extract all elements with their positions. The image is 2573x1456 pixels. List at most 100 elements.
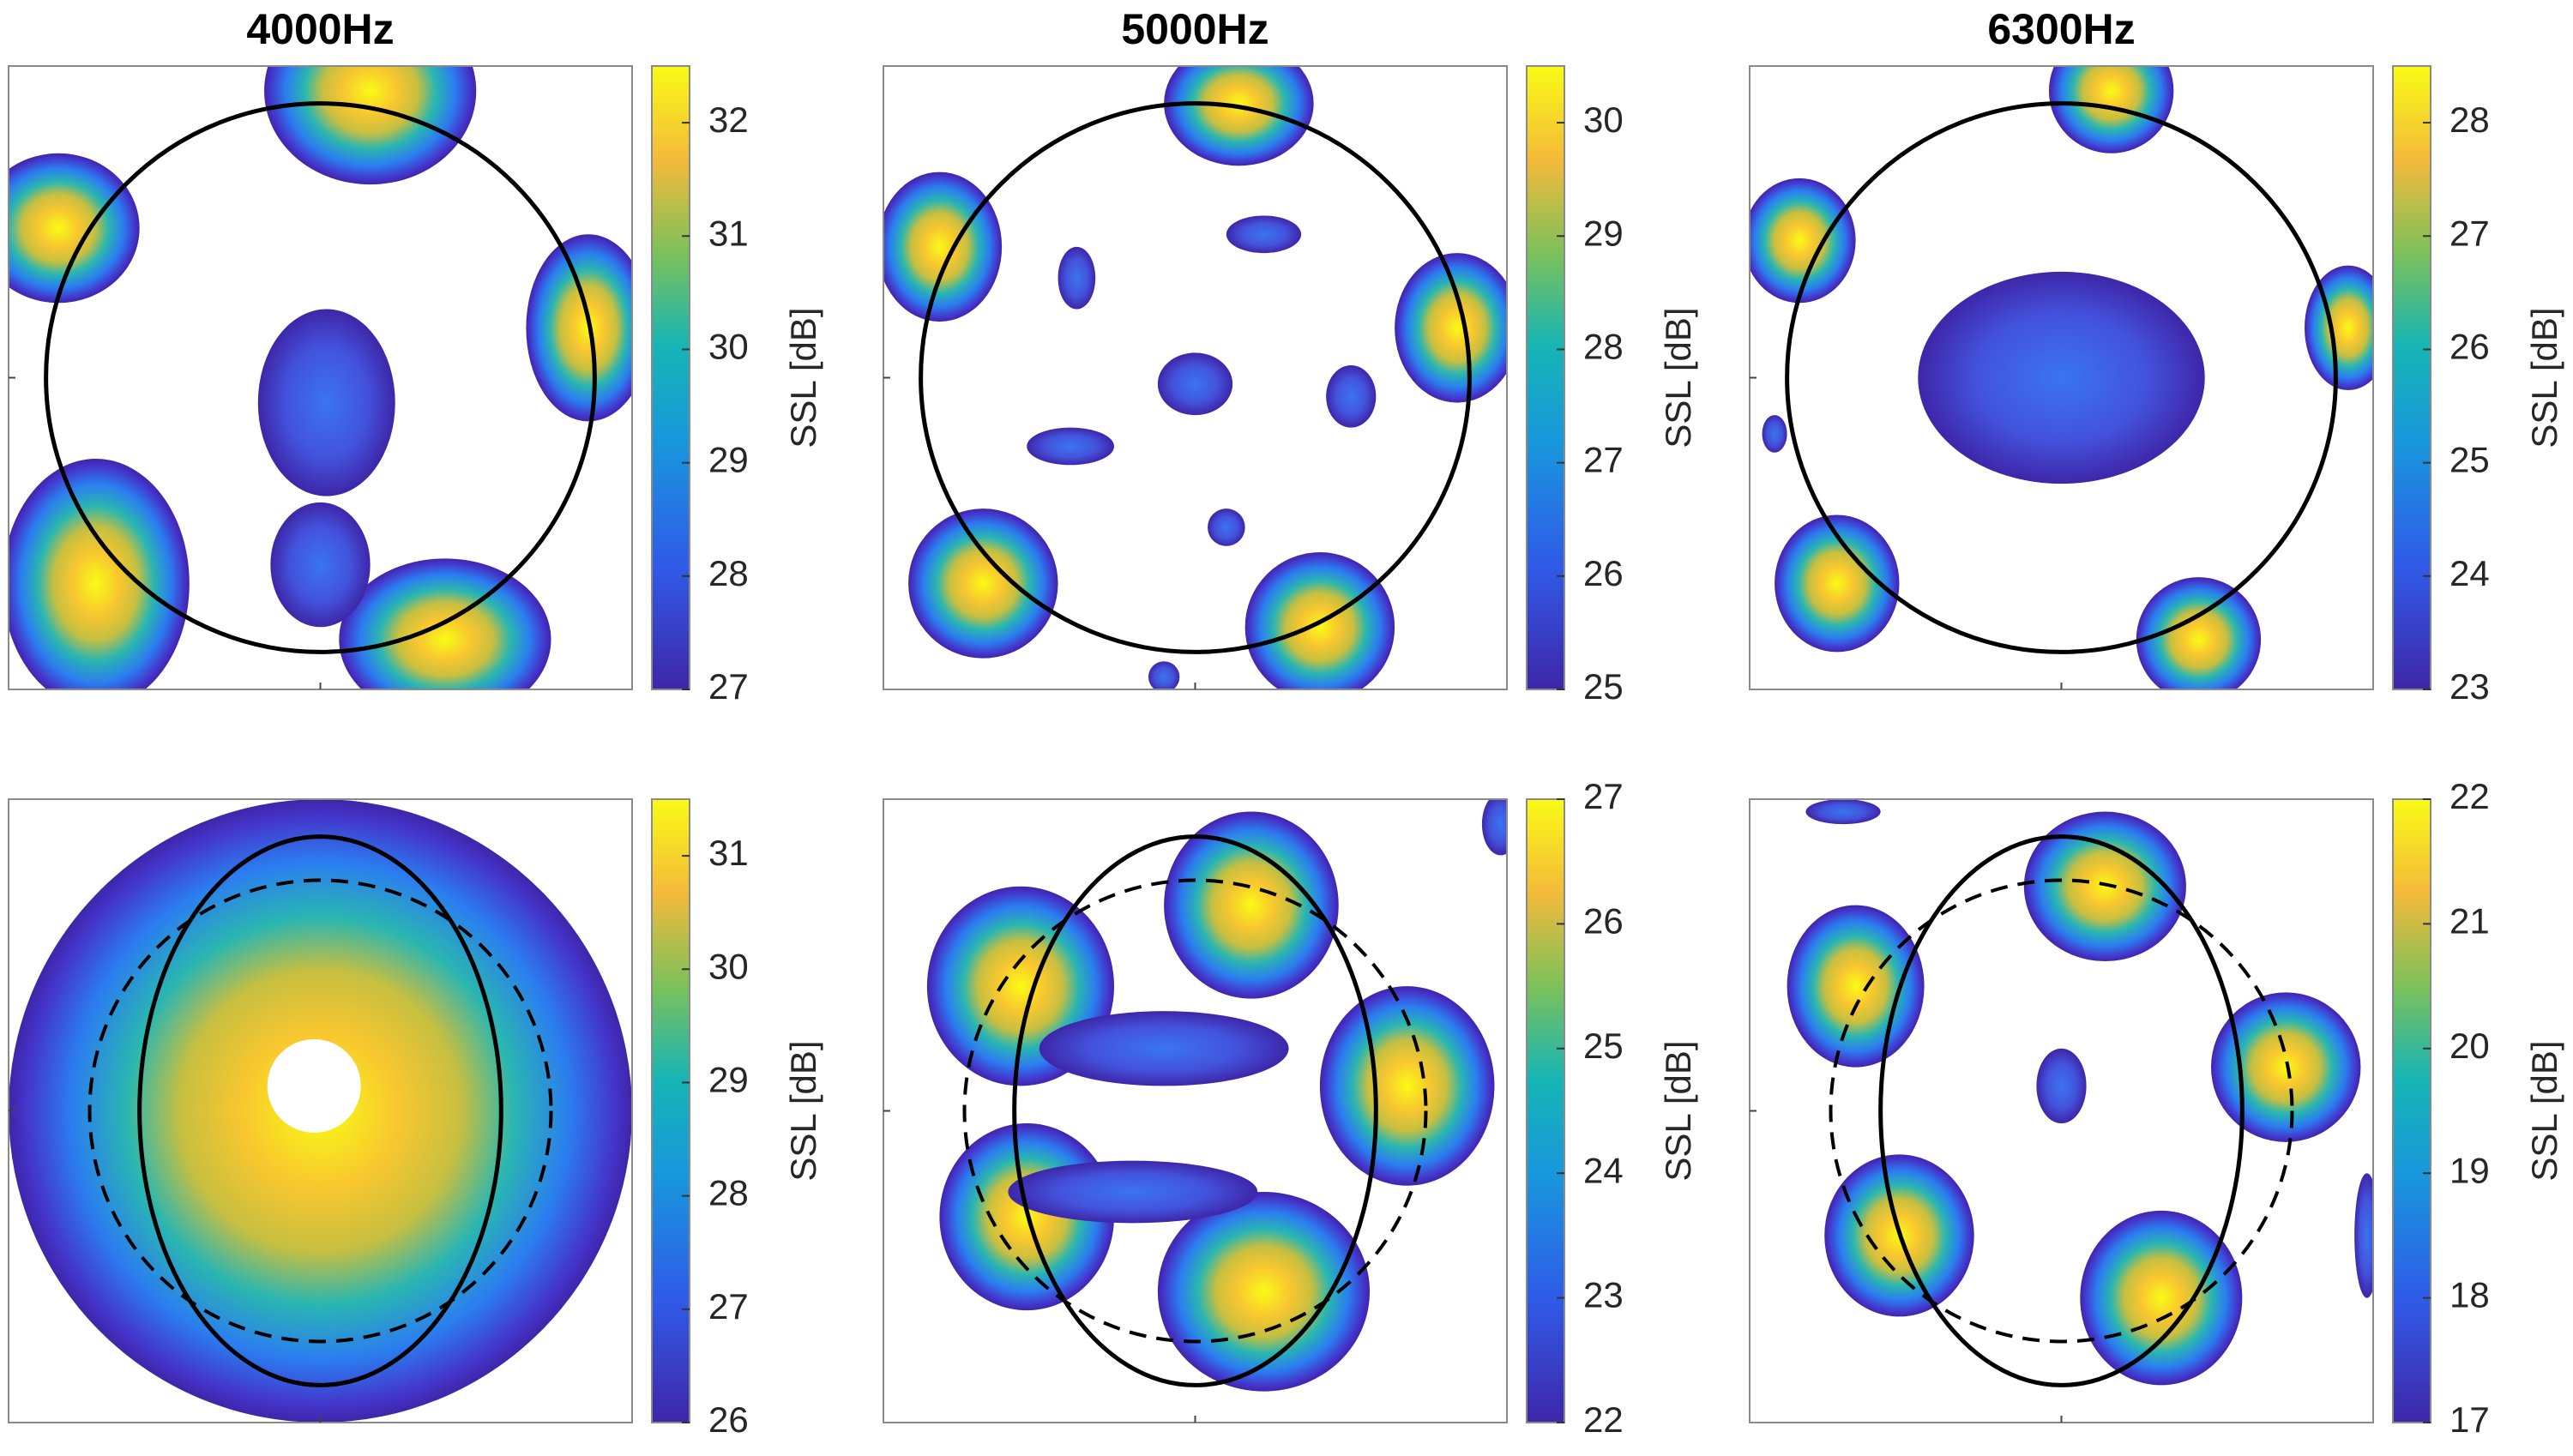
contour-region <box>267 1038 361 1133</box>
contour-region <box>1750 177 1856 304</box>
colorbar <box>651 798 690 1423</box>
contour-region <box>1058 246 1096 310</box>
colorbar <box>651 65 690 690</box>
colorbar-tick-label: 27 <box>708 1286 749 1327</box>
contour-region <box>9 153 140 304</box>
array-outline <box>137 834 503 1387</box>
colorbar-tick-label: 20 <box>2449 1026 2490 1066</box>
colorbar-tick-label: 25 <box>2449 440 2490 480</box>
contour-region <box>2354 1173 2373 1298</box>
panel-title: 4000Hz <box>246 5 394 53</box>
colorbar-tick-label: 29 <box>1583 213 1624 253</box>
contour-region <box>1039 1011 1289 1086</box>
colorbar-tick-label: 29 <box>708 1060 749 1100</box>
colorbar-label: SSL [dB] <box>2524 1040 2564 1181</box>
contour-region <box>2136 577 2262 689</box>
contour-region <box>1157 352 1233 416</box>
colorbar-tick-label: 27 <box>1583 776 1624 816</box>
contour-region <box>2080 1210 2243 1386</box>
contour-region <box>1481 799 1507 856</box>
colorbar-tick-label: 27 <box>2449 213 2490 253</box>
panel: 26 27 28 29 30 31 SSL [dB] <box>8 798 823 1440</box>
contour-plot <box>1750 799 2373 1423</box>
colorbar-label: SSL [dB] <box>1658 1040 1698 1181</box>
panel: 4000Hz 27 28 29 30 31 32 SSL [dB] <box>8 5 823 707</box>
contour-region <box>264 66 477 185</box>
contour-region <box>908 508 1058 659</box>
colorbar-label: SSL [dB] <box>1658 307 1698 448</box>
contour-region <box>883 171 1003 322</box>
contour-region <box>1027 427 1114 466</box>
contour-region <box>257 309 395 496</box>
contour-region <box>1226 215 1302 254</box>
array-outline <box>1785 101 2338 654</box>
colorbar-tick-label: 26 <box>1583 900 1624 941</box>
panel: 6300Hz 23 24 25 26 27 28 SSL [dB] <box>1749 5 2564 707</box>
array-outline <box>1878 834 2245 1387</box>
colorbar-tick-label: 26 <box>708 1399 749 1440</box>
colorbar <box>1526 798 1565 1423</box>
contour-region <box>1326 364 1377 428</box>
colorbar-tick-label: 17 <box>2449 1399 2490 1440</box>
contour-region <box>9 459 190 689</box>
contour-region <box>1762 415 1787 453</box>
contour-region <box>1164 66 1314 166</box>
array-outline <box>1012 834 1378 1387</box>
contour-region <box>2036 1048 2087 1124</box>
panel: 5000Hz 25 26 27 28 29 30 SSL [dB] <box>883 5 1698 707</box>
colorbar <box>2392 65 2431 690</box>
contour-region <box>1208 508 1245 546</box>
colorbar-tick-label: 24 <box>1583 1150 1624 1190</box>
contour-region <box>339 558 551 689</box>
colorbar-label: SSL [dB] <box>2524 307 2564 448</box>
colorbar-tick-label: 28 <box>2449 99 2490 140</box>
colorbar-tick-label: 23 <box>1583 1275 1624 1315</box>
colorbar-tick-label: 26 <box>1583 553 1624 593</box>
colorbar-tick-label: 29 <box>708 440 749 480</box>
contour-region <box>1395 253 1507 403</box>
contour-region <box>1918 271 2205 484</box>
colorbar-tick-label: 32 <box>708 99 749 140</box>
colorbar-tick-label: 25 <box>1583 666 1624 707</box>
panel: 22 23 24 25 26 27 SSL [dB] <box>883 776 1698 1440</box>
colorbar-tick-label: 30 <box>1583 99 1624 140</box>
contour-plot <box>9 66 632 689</box>
colorbar-tick-label: 23 <box>2449 666 2490 707</box>
contour-region <box>1244 552 1395 689</box>
contour-region <box>2210 992 2361 1142</box>
colorbar-tick-label: 27 <box>708 666 749 707</box>
colorbar-tick-label: 18 <box>2449 1275 2490 1315</box>
colorbar-tick-label: 22 <box>2449 776 2490 816</box>
reference-outline <box>962 878 1428 1344</box>
colorbar-tick-label: 22 <box>1583 1399 1624 1440</box>
colorbar-tick-label: 31 <box>708 213 749 253</box>
colorbar-label: SSL [dB] <box>783 307 823 448</box>
contour-region <box>1319 986 1495 1186</box>
colorbar-label: SSL [dB] <box>783 1040 823 1181</box>
colorbar-tick-label: 30 <box>708 327 749 367</box>
colorbar-tick-label: 25 <box>1583 1026 1624 1066</box>
panel-title: 6300Hz <box>1987 5 2135 53</box>
colorbar-tick-label: 24 <box>2449 553 2490 593</box>
array-outline <box>919 101 1472 654</box>
colorbar-tick-label: 27 <box>1583 440 1624 480</box>
contour-plot <box>883 66 1507 689</box>
colorbar <box>2392 798 2431 1423</box>
colorbar <box>1526 65 1565 690</box>
array-outline <box>44 101 597 654</box>
colorbar-tick-label: 30 <box>708 946 749 986</box>
contour-region <box>1164 811 1339 999</box>
contour-region <box>2023 811 2186 962</box>
contour-region <box>1157 1192 1371 1392</box>
colorbar-tick-label: 19 <box>2449 1150 2490 1190</box>
contour-plot <box>1750 66 2373 689</box>
contour-plot <box>9 799 632 1423</box>
contour-region <box>526 234 632 422</box>
contour-region <box>270 502 371 628</box>
contour-region <box>1148 661 1180 689</box>
panel: 17 18 19 20 21 22 SSL [dB] <box>1749 776 2564 1440</box>
reference-outline <box>87 878 553 1344</box>
colorbar-tick-label: 28 <box>708 553 749 593</box>
contour-region <box>1775 514 1900 653</box>
